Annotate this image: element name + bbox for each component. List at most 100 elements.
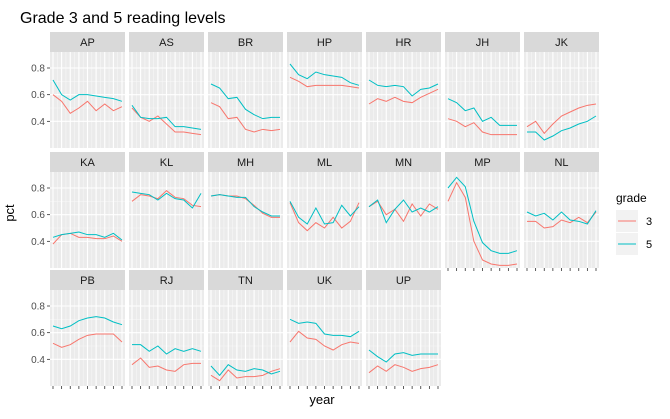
facet-strip-label: MH bbox=[237, 157, 254, 169]
series-line-grade-3 bbox=[289, 330, 360, 351]
facet-panel-pb: PB 0.4 0.6 0.8 bbox=[31, 270, 125, 389]
facet-strip bbox=[366, 32, 441, 52]
series-line-grade-3 bbox=[368, 88, 439, 105]
y-tick-label: 0.6 bbox=[31, 328, 45, 339]
facet-strip-label: TN bbox=[238, 275, 253, 287]
facet-strip bbox=[366, 152, 441, 172]
series-line-grade-5 bbox=[447, 176, 518, 254]
facet-panel-mh: MH bbox=[208, 152, 283, 268]
facet-strip-label: HR bbox=[396, 37, 412, 49]
facet-strip bbox=[208, 270, 283, 290]
y-tick-label: 0.8 bbox=[31, 64, 45, 75]
facet-strip-label: JH bbox=[476, 37, 490, 49]
legend-entry-grade-3: 3 bbox=[616, 210, 652, 232]
legend: grade 3 5 bbox=[616, 191, 652, 255]
facet-strip bbox=[524, 152, 599, 172]
y-tick-label: 0.8 bbox=[31, 302, 45, 313]
facet-panel-jk: JK bbox=[524, 32, 599, 148]
facet-strip-label: AS bbox=[159, 37, 174, 49]
facet-strip-label: PB bbox=[80, 275, 95, 287]
series-line-grade-3 bbox=[447, 118, 517, 136]
series-line-grade-5 bbox=[289, 318, 360, 338]
series-line-grade-3 bbox=[131, 357, 201, 372]
series-line-grade-3 bbox=[289, 76, 360, 89]
y-tick-label: 0.4 bbox=[31, 117, 45, 128]
facet-strip bbox=[50, 152, 125, 172]
facet-panels: AP 0.4 0.6 0.8 AS BR HP HR JH JK KA 0.4 0.6 0.8 KL MH ML… bbox=[31, 32, 599, 389]
series-line-grade-5 bbox=[289, 63, 360, 86]
facet-strip-label: RJ bbox=[160, 275, 173, 287]
facet-panel-ka: KA 0.4 0.6 0.8 bbox=[31, 152, 125, 268]
y-tick-label: 0.8 bbox=[31, 184, 45, 195]
facet-panel-tn: TN bbox=[208, 270, 283, 389]
facet-strip-label: HP bbox=[317, 37, 332, 49]
facet-panel-uk: UK bbox=[287, 270, 362, 389]
facet-strip bbox=[50, 32, 125, 52]
series-line-grade-5 bbox=[289, 201, 360, 225]
facet-strip bbox=[208, 152, 283, 172]
series-line-grade-5 bbox=[132, 344, 202, 355]
series-line-grade-3 bbox=[52, 94, 123, 115]
series-line-grade-5 bbox=[210, 194, 280, 217]
series-line-grade-3 bbox=[368, 200, 439, 223]
series-line-grade-5 bbox=[131, 105, 202, 130]
facet-strip bbox=[129, 270, 204, 290]
facet-strip bbox=[287, 152, 362, 172]
facet-panel-ml: ML bbox=[287, 152, 362, 268]
facet-panel-hr: HR bbox=[366, 32, 441, 148]
facet-strip-label: MN bbox=[395, 157, 412, 169]
legend-label: 5 bbox=[646, 239, 652, 251]
facet-strip bbox=[445, 152, 520, 172]
y-tick-label: 0.4 bbox=[31, 237, 45, 248]
series-line-grade-5 bbox=[210, 83, 280, 120]
series-line-grade-3 bbox=[368, 364, 439, 374]
facet-strip-label: JK bbox=[555, 37, 569, 49]
series-line-grade-3 bbox=[210, 102, 281, 133]
series-line-grade-5 bbox=[368, 79, 439, 97]
series-line-grade-5 bbox=[527, 115, 597, 141]
facet-panel-mp: MP bbox=[445, 152, 520, 271]
facet-strip bbox=[445, 32, 520, 52]
facet-panel-mn: MN bbox=[366, 152, 441, 268]
x-axis-title: year bbox=[309, 392, 335, 407]
series-line-grade-5 bbox=[52, 316, 123, 330]
series-line-grade-3 bbox=[52, 333, 123, 348]
series-line-grade-3 bbox=[527, 211, 597, 229]
series-line-grade-5 bbox=[210, 364, 281, 377]
series-line-grade-5 bbox=[447, 98, 517, 126]
series-line-grade-5 bbox=[368, 349, 438, 363]
y-tick-label: 0.4 bbox=[31, 355, 45, 366]
y-tick-label: 0.6 bbox=[31, 210, 45, 221]
facet-strip-label: KL bbox=[160, 157, 173, 169]
facet-strip-label: NL bbox=[554, 157, 568, 169]
facet-panel-as: AS bbox=[129, 32, 204, 148]
facet-panel-hp: HP bbox=[287, 32, 362, 148]
facet-strip bbox=[366, 270, 441, 290]
series-line-grade-5 bbox=[526, 210, 597, 225]
facet-panel-up: UP bbox=[366, 270, 441, 389]
series-line-grade-3 bbox=[131, 190, 202, 208]
y-axis-title: pct bbox=[2, 204, 17, 222]
facet-strip-label: ML bbox=[317, 157, 332, 169]
facet-strip-label: AP bbox=[80, 37, 95, 49]
series-line-grade-3 bbox=[447, 181, 518, 266]
facet-strip-label: UK bbox=[317, 275, 333, 287]
facet-panel-jh: JH bbox=[445, 32, 520, 148]
legend-entry-grade-5: 5 bbox=[616, 233, 652, 255]
legend-label: 3 bbox=[646, 216, 652, 228]
facet-panel-br: BR bbox=[208, 32, 283, 148]
series-line-grade-3 bbox=[526, 103, 597, 135]
facet-strip bbox=[524, 32, 599, 52]
legend-title: grade bbox=[616, 191, 647, 205]
facet-strip bbox=[50, 270, 125, 290]
facet-panel-nl: NL bbox=[524, 152, 599, 271]
facet-strip bbox=[129, 32, 204, 52]
facet-strip-label: MP bbox=[474, 157, 491, 169]
facet-strip bbox=[287, 270, 362, 290]
series-line-grade-3 bbox=[289, 202, 360, 232]
series-line-grade-3 bbox=[131, 107, 202, 136]
y-tick-label: 0.6 bbox=[31, 90, 45, 101]
series-line-grade-5 bbox=[52, 79, 123, 102]
